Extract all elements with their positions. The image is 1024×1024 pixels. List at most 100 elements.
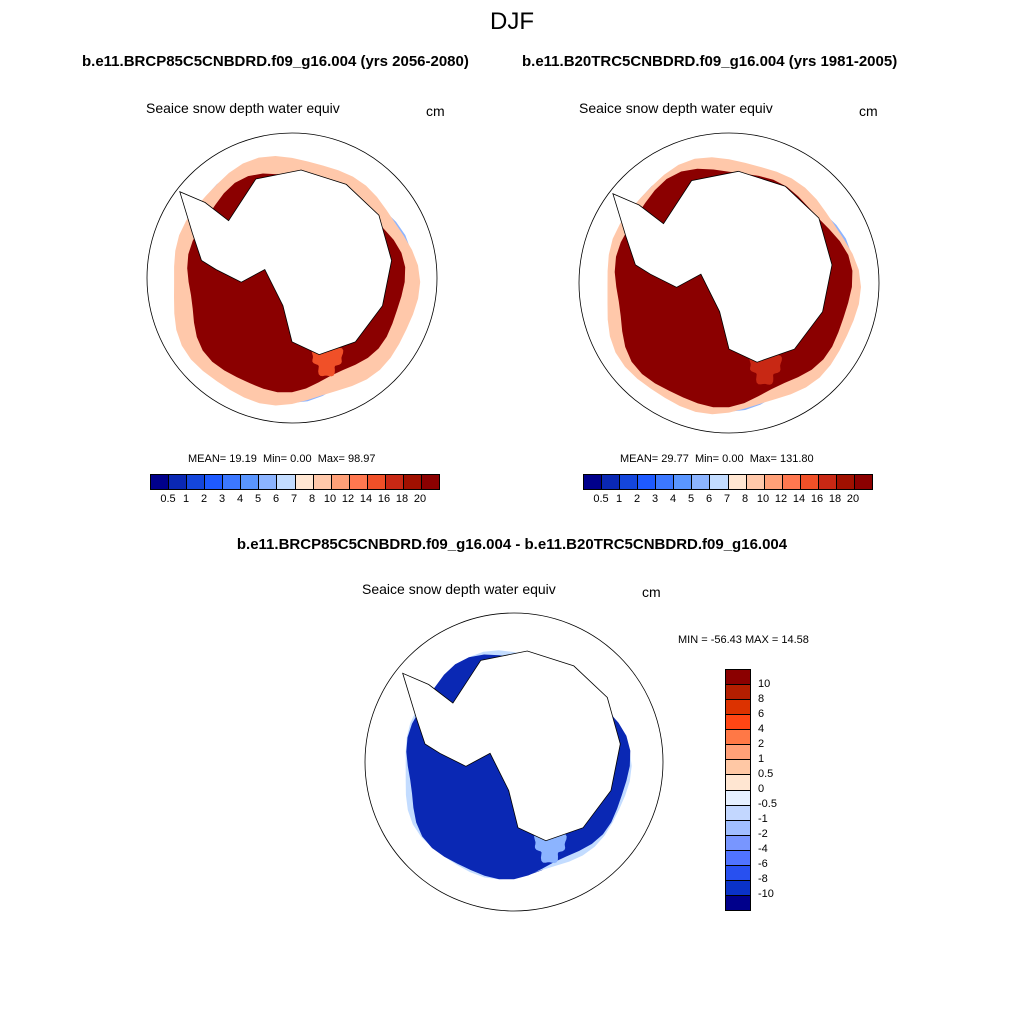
colorbar-swatch [726,880,750,896]
colorbar-tick-label: 0 [758,783,765,795]
unit-label-right: cm [859,103,878,119]
colorbar-left [150,474,440,490]
mean-label: MEAN= [188,453,227,465]
colorbar-tick-label: 0.5 [160,493,176,505]
colorbar-swatch [854,475,872,489]
colorbar-swatch [836,475,855,489]
case-title-left: b.e11.BRCP85C5CNBDRD.f09_g16.004 (yrs 20… [82,53,469,70]
colorbar-tick-label: -2 [758,828,768,840]
min-label: MIN = [678,634,708,646]
colorbar-tick-label: 6 [705,493,713,505]
colorbar-swatch [726,790,750,806]
colorbar-swatch [656,475,675,489]
season-title: DJF [490,8,534,35]
stats-left: MEAN= 19.19 Min= 0.00 Max= 98.97 [188,453,376,465]
colorbar-swatch [726,745,750,761]
colorbar-tick-label: 4 [758,723,765,735]
colorbar-difference [725,669,751,911]
colorbar-swatch [385,475,404,489]
colorbar-tick-label: 12 [774,493,788,505]
min-value: 0.00 [290,453,312,465]
colorbar-swatch [277,475,296,489]
colorbar-swatch [726,685,750,701]
colorbar-swatch [584,475,603,489]
colorbar-tick-label: 3 [218,493,226,505]
colorbar-tick-label: -4 [758,843,768,855]
colorbar-tick-label: 2 [758,738,765,750]
colorbar-tick-label: 18 [828,493,842,505]
map-difference [364,612,664,912]
variable-label-diff: Seaice snow depth water equiv [362,581,556,597]
colorbar-swatch [800,475,819,489]
colorbar-swatch [726,850,750,866]
colorbar-tick-label: 12 [341,493,355,505]
variable-label-left: Seaice snow depth water equiv [146,100,340,116]
colorbar-tick-label: 18 [395,493,409,505]
max-value: 14.58 [781,634,809,646]
map-rcp85 [146,132,438,424]
colorbar-swatch [421,475,439,489]
colorbar-swatch [403,475,422,489]
colorbar-tick-label: 14 [359,493,373,505]
variable-label-right: Seaice snow depth water equiv [579,100,773,116]
colorbar-tick-label: -10 [758,888,774,900]
colorbar-tick-label: -8 [758,873,768,885]
colorbar-tick-label: 5 [687,493,695,505]
colorbar-swatch [726,715,750,731]
colorbar-tick-label: 10 [323,493,337,505]
unit-label-diff: cm [642,584,661,600]
colorbar-tick-label: 6 [758,708,765,720]
colorbar-swatch [674,475,693,489]
colorbar-right [583,474,873,490]
colorbar-swatch [746,475,765,489]
mean-value: 19.19 [229,453,257,465]
max-label: Max= [317,453,345,465]
colorbar-swatch [367,475,386,489]
colorbar-tick-label: 7 [723,493,731,505]
colorbar-swatch [602,475,621,489]
colorbar-swatch [726,670,750,686]
colorbar-tick-label: 6 [272,493,280,505]
colorbar-tick-label: 4 [669,493,677,505]
colorbar-ticks-right: 0.5 1 2 3 4 5 6 7 8 10 12 14 16 18 20 [583,493,871,507]
colorbar-swatch [726,820,750,836]
max-label: Max= [749,453,777,465]
colorbar-swatch [726,775,750,791]
colorbar-tick-label: 8 [758,693,765,705]
colorbar-tick-label: 5 [254,493,262,505]
difference-title: b.e11.BRCP85C5CNBDRD.f09_g16.004 - b.e11… [236,536,788,553]
colorbar-swatch [726,895,750,910]
colorbar-tick-label: 10 [756,493,770,505]
colorbar-swatch [223,475,242,489]
colorbar-swatch [692,475,711,489]
colorbar-tick-label: 1 [758,753,765,765]
colorbar-swatch [726,865,750,881]
colorbar-swatch [151,475,170,489]
colorbar-swatch [638,475,657,489]
colorbar-tick-label: 0.5 [758,768,774,780]
mean-value: 29.77 [661,453,689,465]
min-value: -56.43 [710,634,742,646]
colorbar-swatch [295,475,314,489]
colorbar-tick-label: -1 [758,813,768,825]
colorbar-swatch [241,475,260,489]
case-title-right: b.e11.B20TRC5CNBDRD.f09_g16.004 (yrs 198… [522,53,898,70]
min-label: Min= [262,453,288,465]
colorbar-swatch [726,730,750,746]
colorbar-swatch [620,475,639,489]
colorbar-tick-label: 8 [741,493,749,505]
colorbar-tick-label: 2 [200,493,208,505]
max-label: MAX = [744,634,779,646]
colorbar-swatch [764,475,783,489]
min-value: 0.00 [722,453,744,465]
stats-diff: MIN = -56.43 MAX = 14.58 [678,634,809,646]
colorbar-swatch [205,475,224,489]
min-label: Min= [694,453,720,465]
colorbar-swatch [331,475,350,489]
colorbar-swatch [726,760,750,776]
mean-label: MEAN= [620,453,659,465]
colorbar-tick-label: 14 [792,493,806,505]
colorbar-ticks-left: 0.5 1 2 3 4 5 6 7 8 10 12 14 16 18 20 [150,493,438,507]
map-historical [578,132,880,434]
colorbar-tick-label: -0.5 [758,798,777,810]
